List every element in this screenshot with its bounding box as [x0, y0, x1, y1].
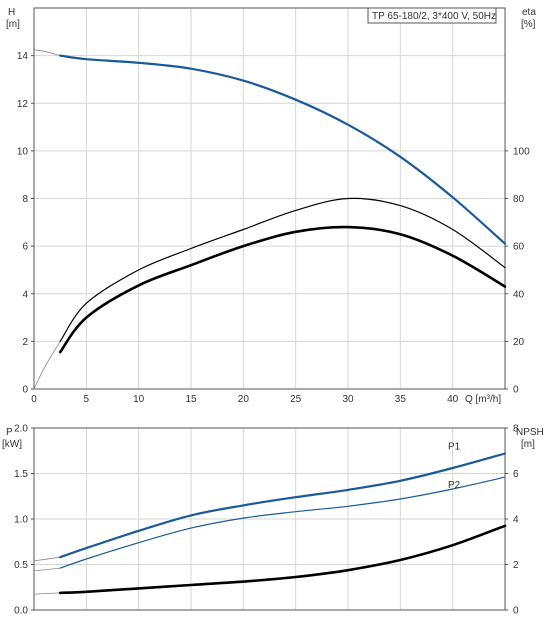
left-tick-label: 6: [22, 242, 28, 253]
series-label-p1: P1: [448, 441, 461, 452]
left-axis-label: P: [6, 427, 13, 438]
left-tick-label: 4: [22, 289, 28, 300]
x-tick-label: 15: [185, 394, 197, 405]
series-extrapolation: [33, 556, 61, 562]
left-tick-label: 2: [22, 337, 28, 348]
x-axis-label: Q [m³/h]: [465, 394, 501, 405]
series-line-eta_thick: [58, 225, 507, 354]
right-tick-label: 8: [513, 424, 519, 435]
left-tick-label: 0.0: [14, 606, 28, 617]
right-tick-label: 100: [513, 146, 530, 157]
x-tick-label: 20: [238, 394, 250, 405]
right-tick-label: 80: [513, 194, 525, 205]
right-tick-label: 60: [513, 242, 525, 253]
series-line-npsh: [58, 524, 507, 595]
right-tick-label: 0: [513, 606, 519, 617]
series-extrapolation: [33, 592, 61, 595]
series-line-eta: [59, 197, 506, 342]
x-tick-label: 10: [133, 394, 145, 405]
right-tick-label: 0: [513, 385, 519, 396]
top-panel: 0 2 4 6 8 10 12 14 0 20 40 60 80 100 H[m] eta[%] 0 5 10 15 2…: [6, 7, 536, 405]
chart-title: TP 65-180/2, 3*400 V, 50Hz: [372, 11, 496, 22]
series-line-p2: [59, 476, 506, 569]
left-axis-unit: [m]: [6, 19, 20, 30]
series-label-p2: P2: [448, 480, 461, 491]
left-tick-label: 14: [17, 51, 29, 62]
left-tick-label: 1.5: [14, 469, 28, 480]
right-tick-label: 4: [513, 515, 519, 526]
x-tick-label: 5: [84, 394, 90, 405]
x-tick-label: 40: [447, 394, 459, 405]
bottom-panel: 0.0 0.5 1.0 1.5 2.0 0 2 4 6 8 P[kW] NPSH[m] P1 P2: [2, 424, 544, 617]
left-tick-label: 10: [17, 146, 29, 157]
right-tick-label: 40: [513, 289, 525, 300]
chart-title-box: TP 65-180/2, 3*400 V, 50Hz: [367, 7, 497, 24]
left-tick-label: 0: [22, 385, 28, 396]
left-tick-label: 8: [22, 194, 28, 205]
left-tick-label: 12: [17, 99, 29, 110]
left-axis-unit: [kW]: [2, 439, 22, 450]
right-tick-label: 2: [513, 560, 519, 571]
series-extrapolation: [33, 49, 61, 56]
left-axis-label: H: [8, 7, 15, 18]
series-extrapolation: [33, 567, 61, 572]
left-tick-label: 0.5: [14, 560, 28, 571]
series-line-p1: [59, 452, 507, 559]
left-tick-label: 2.0: [14, 424, 28, 435]
left-tick-label: 1.0: [14, 515, 28, 526]
x-tick-label: 0: [31, 394, 37, 405]
right-axis-unit: [%]: [521, 19, 536, 30]
x-tick-label: 30: [342, 394, 354, 405]
right-axis-label: eta: [522, 7, 536, 18]
series-extrapolation: [33, 341, 61, 390]
series-line-h: [59, 54, 507, 245]
x-tick-label: 25: [290, 394, 302, 405]
x-tick-label: 35: [395, 394, 407, 405]
right-tick-label: 6: [513, 469, 519, 480]
right-axis-unit: [m]: [521, 439, 535, 450]
right-axis-label: NPSH: [516, 427, 544, 438]
right-tick-label: 20: [513, 337, 525, 348]
